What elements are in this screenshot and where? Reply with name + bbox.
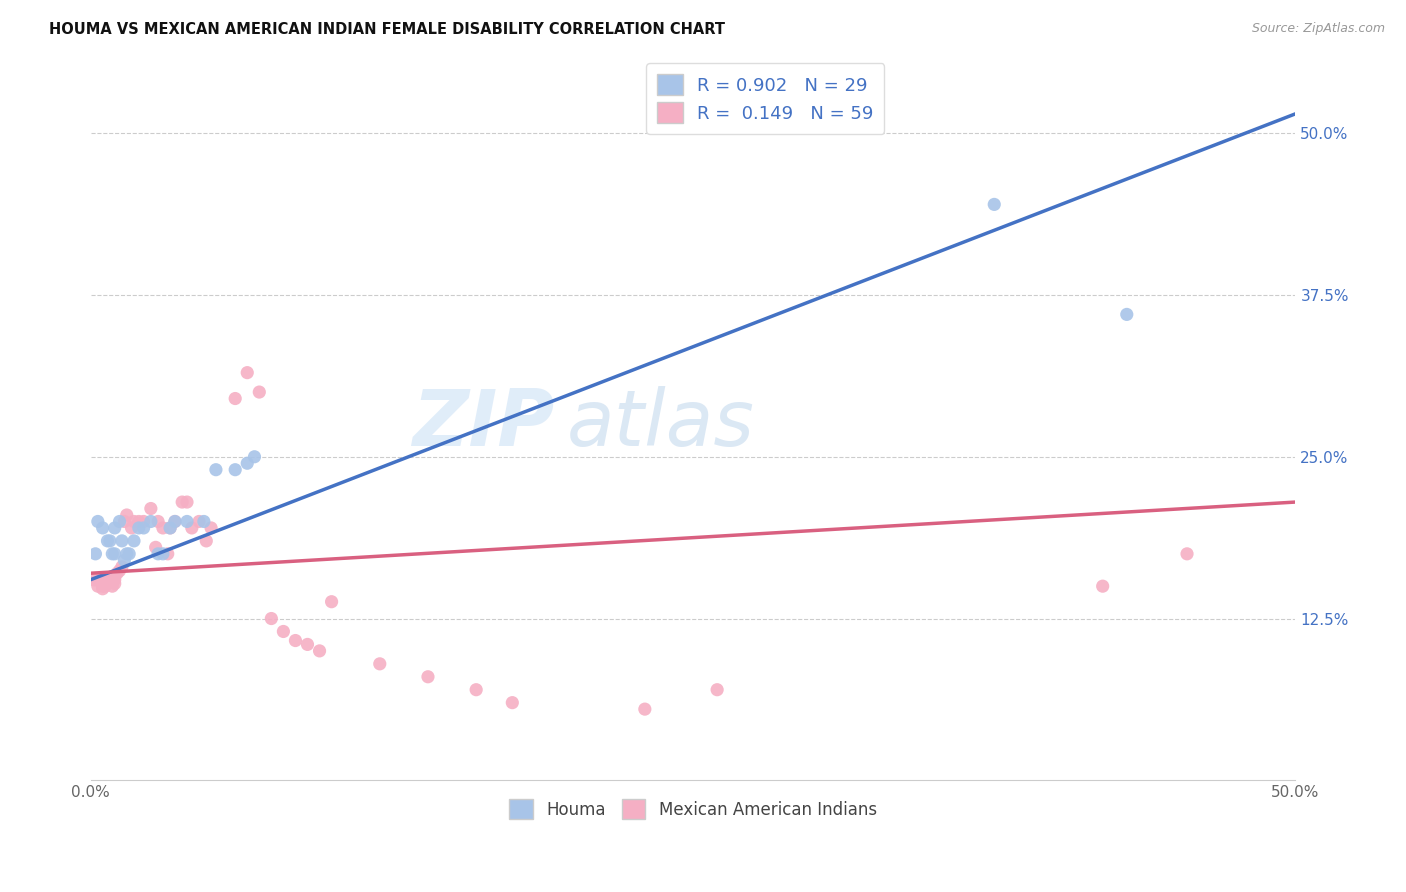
- Point: [112, 515, 135, 529]
- Point: [101, 573, 124, 587]
- Point: [108, 564, 131, 578]
- Point: [132, 521, 155, 535]
- Point: [1115, 307, 1137, 321]
- Point: [122, 533, 145, 548]
- Point: [163, 515, 186, 529]
- Point: [112, 553, 135, 567]
- Point: [308, 644, 330, 658]
- Point: [284, 633, 307, 648]
- Point: [84, 573, 107, 587]
- Point: [1091, 579, 1114, 593]
- Point: [111, 533, 134, 548]
- Point: [983, 197, 1005, 211]
- Point: [193, 515, 215, 529]
- Point: [1175, 547, 1198, 561]
- Point: [205, 463, 228, 477]
- Point: [94, 579, 117, 593]
- Point: [273, 624, 295, 639]
- Point: [156, 547, 179, 561]
- Point: [159, 521, 181, 535]
- Point: [96, 573, 118, 587]
- Point: [98, 533, 121, 548]
- Legend: Houma, Mexican American Indians: Houma, Mexican American Indians: [502, 793, 883, 825]
- Point: [101, 579, 124, 593]
- Point: [172, 495, 194, 509]
- Point: [200, 521, 222, 535]
- Point: [87, 573, 110, 587]
- Point: [91, 521, 114, 535]
- Point: [89, 573, 111, 587]
- Point: [91, 582, 114, 596]
- Point: [176, 495, 198, 509]
- Point: [176, 515, 198, 529]
- Point: [224, 392, 246, 406]
- Point: [89, 573, 111, 587]
- Point: [96, 576, 118, 591]
- Point: [195, 533, 218, 548]
- Point: [132, 515, 155, 529]
- Point: [98, 573, 121, 587]
- Point: [94, 573, 117, 587]
- Point: [87, 579, 110, 593]
- Point: [243, 450, 266, 464]
- Point: [146, 515, 169, 529]
- Point: [501, 696, 523, 710]
- Text: ZIP: ZIP: [412, 386, 554, 462]
- Point: [104, 521, 127, 535]
- Point: [188, 515, 211, 529]
- Point: [84, 547, 107, 561]
- Point: [115, 547, 138, 561]
- Point: [128, 515, 150, 529]
- Point: [321, 595, 343, 609]
- Point: [145, 541, 167, 555]
- Point: [146, 547, 169, 561]
- Point: [128, 521, 150, 535]
- Point: [118, 547, 141, 561]
- Point: [84, 573, 107, 587]
- Point: [82, 573, 104, 587]
- Point: [465, 682, 488, 697]
- Point: [139, 515, 162, 529]
- Point: [121, 521, 143, 535]
- Point: [98, 575, 121, 590]
- Point: [416, 670, 439, 684]
- Point: [91, 579, 114, 593]
- Point: [260, 611, 283, 625]
- Point: [247, 385, 270, 400]
- Point: [115, 508, 138, 522]
- Point: [224, 463, 246, 477]
- Point: [368, 657, 391, 671]
- Point: [104, 576, 127, 591]
- Point: [634, 702, 657, 716]
- Point: [236, 456, 259, 470]
- Point: [152, 547, 174, 561]
- Point: [105, 566, 128, 581]
- Point: [152, 521, 174, 535]
- Point: [159, 521, 181, 535]
- Point: [104, 547, 127, 561]
- Point: [163, 515, 186, 529]
- Point: [87, 515, 110, 529]
- Point: [236, 366, 259, 380]
- Text: atlas: atlas: [567, 386, 755, 462]
- Point: [96, 533, 118, 548]
- Point: [122, 515, 145, 529]
- Point: [706, 682, 728, 697]
- Point: [101, 547, 124, 561]
- Point: [180, 521, 202, 535]
- Point: [104, 573, 127, 587]
- Text: HOUMA VS MEXICAN AMERICAN INDIAN FEMALE DISABILITY CORRELATION CHART: HOUMA VS MEXICAN AMERICAN INDIAN FEMALE …: [49, 22, 725, 37]
- Point: [108, 515, 131, 529]
- Text: Source: ZipAtlas.com: Source: ZipAtlas.com: [1251, 22, 1385, 36]
- Point: [94, 573, 117, 587]
- Point: [139, 501, 162, 516]
- Point: [111, 559, 134, 574]
- Point: [297, 637, 319, 651]
